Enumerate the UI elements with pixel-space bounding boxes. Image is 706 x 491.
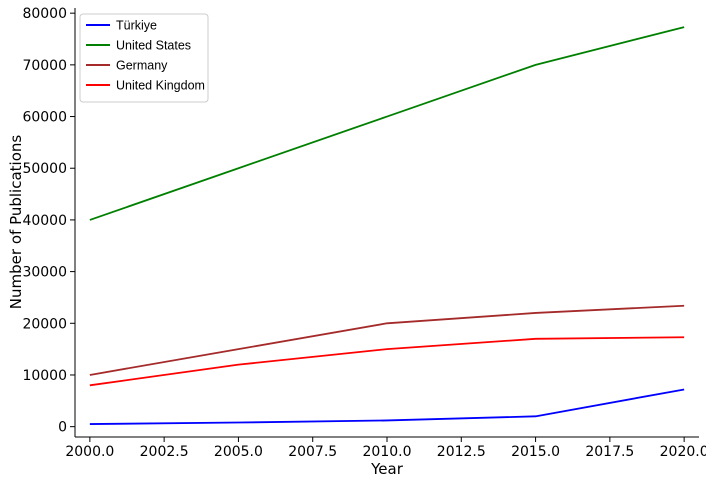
y-tick-label: 60000: [22, 110, 67, 126]
x-axis-title: Year: [370, 460, 404, 478]
x-tick-label: 2005.0: [214, 444, 263, 460]
legend-label-united-kingdom: United Kingdom: [116, 79, 205, 93]
x-tick-label: 2010.0: [363, 444, 412, 460]
legend-label-t-rkiye: Türkiye: [116, 19, 157, 33]
x-tick-label: 2002.5: [140, 444, 189, 460]
y-tick-label: 20000: [22, 316, 67, 332]
x-tick-label: 2000.0: [65, 444, 114, 460]
series-line-united-states: [89, 26, 685, 221]
series-lines: [89, 26, 685, 425]
y-tick-label: 10000: [22, 368, 67, 384]
y-tick-label: 40000: [22, 213, 67, 229]
legend-box: [79, 13, 209, 103]
axes: 2000.0 2002.5 2005.0 2007.5 2010.0 2012.5 2015…: [22, 6, 706, 460]
x-tick-label: 2015.0: [511, 444, 560, 460]
series-line-united-kingdom: [89, 336, 685, 387]
x-tick-label: 2007.5: [288, 444, 337, 460]
legend-label-germany: Germany: [116, 59, 168, 73]
y-tick-label: 70000: [22, 58, 67, 74]
y-tick-label: 50000: [22, 161, 67, 177]
x-tick-label: 2012.5: [437, 444, 486, 460]
y-tick-label: 0: [58, 420, 67, 436]
legend-label-united-states: United States: [116, 39, 191, 53]
x-tick-label: 2017.5: [585, 444, 634, 460]
y-tick-label: 80000: [22, 6, 67, 22]
legend: Türkiye United States Germany United Kingdo…: [79, 13, 209, 103]
y-axis-title: Number of Publications: [7, 135, 25, 310]
series-line-t-rkiye: [89, 388, 685, 425]
series-line-germany: [89, 304, 685, 376]
x-tick-label: 2020.0: [660, 444, 706, 460]
y-tick-label: 30000: [22, 265, 67, 281]
